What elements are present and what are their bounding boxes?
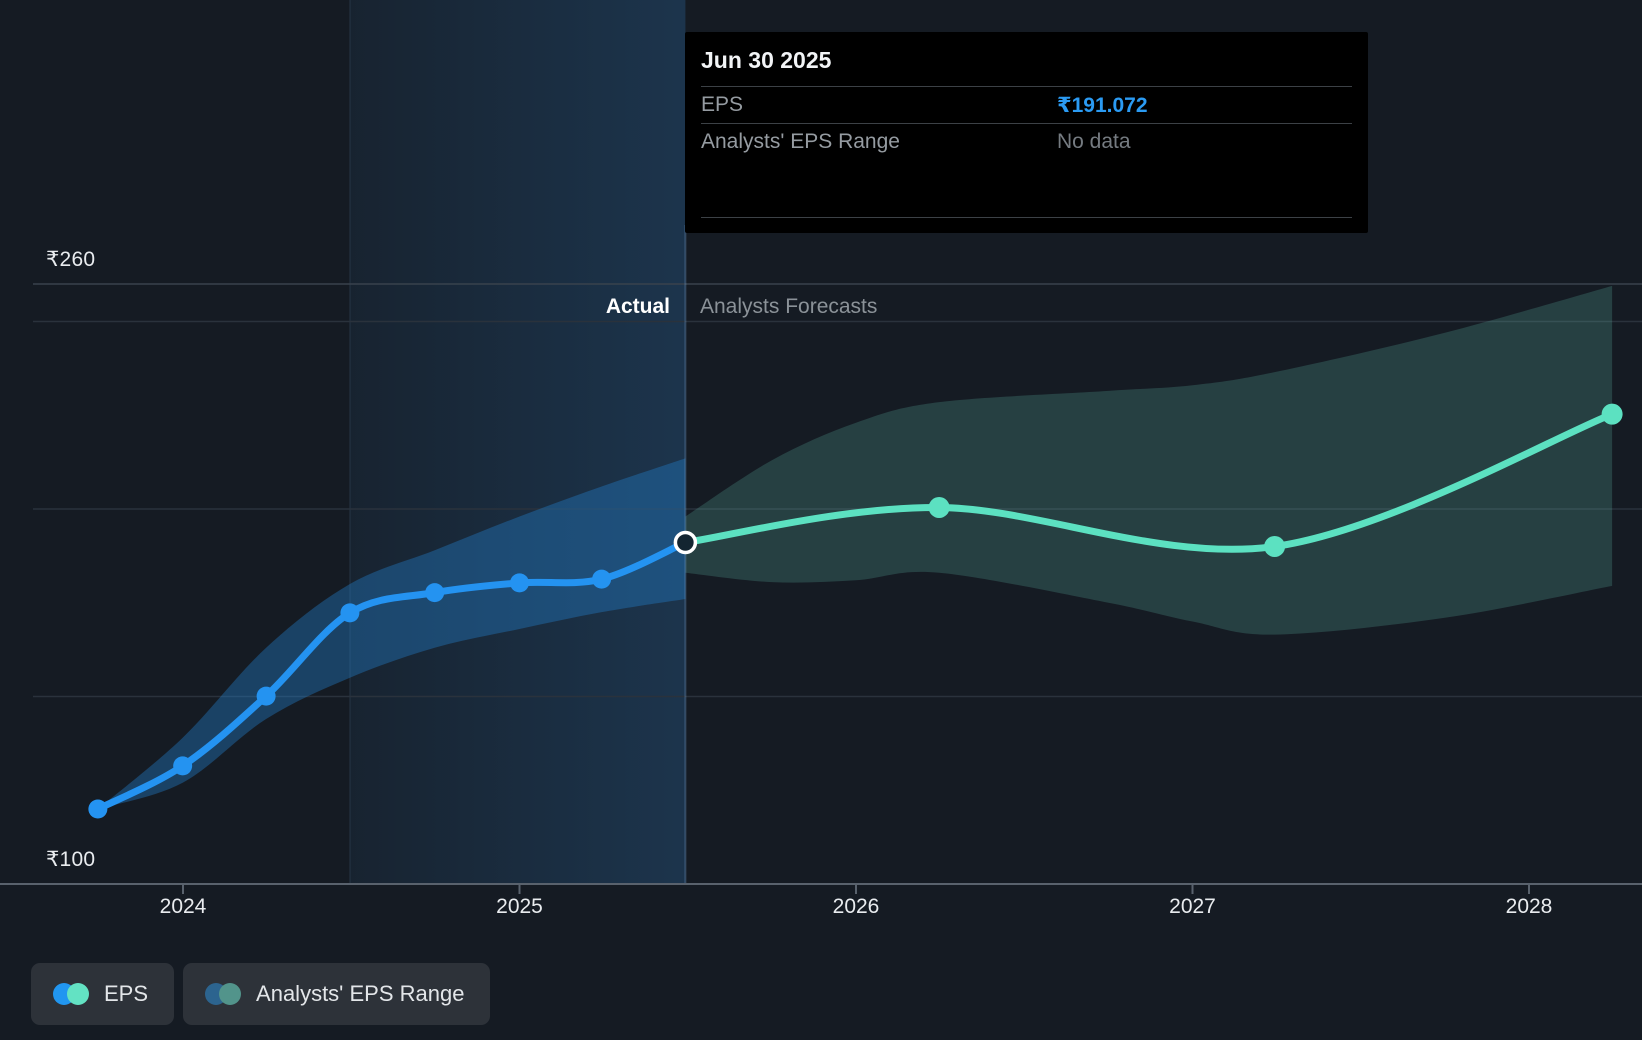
forecast-point[interactable]: [928, 497, 950, 518]
legend-item-analysts-eps-range[interactable]: Analysts' EPS Range: [183, 963, 491, 1025]
tooltip-date: Jun 30 2025: [701, 47, 832, 73]
phase-label-forecast: Analysts Forecasts: [700, 295, 878, 318]
analysts-eps-range-band: [685, 285, 1613, 635]
chart-legend: EPS Analysts' EPS Range: [31, 963, 491, 1025]
tooltip-range-label: Analysts' EPS Range: [701, 130, 900, 153]
tooltip-eps-value: ₹191.072: [1057, 93, 1148, 117]
legend-label-analysts-eps-range: Analysts' EPS Range: [256, 981, 465, 1006]
legend-item-eps[interactable]: EPS: [31, 963, 175, 1025]
eps-range-band-actual: [97, 458, 686, 809]
x-axis-label: 2024: [159, 895, 207, 918]
x-axis-label: 2026: [832, 895, 880, 918]
eps-line-actual: [94, 538, 689, 813]
eps-point[interactable]: [88, 799, 108, 819]
eps-point[interactable]: [256, 686, 276, 706]
tooltip-eps-label: EPS: [701, 93, 744, 116]
eps-line-forecast: [681, 410, 1616, 553]
tooltip-range-value: No data: [1057, 130, 1131, 153]
tooltip-row-eps: EPS ₹191.072: [685, 87, 1368, 123]
x-axis-label: 2028: [1505, 895, 1553, 918]
ttm-highlight-band: [349, 0, 686, 884]
phase-label-actual: Actual: [605, 295, 670, 318]
x-axis-label: 2027: [1169, 895, 1216, 918]
chart-tooltip: Jun 30 2025 EPS ₹191.072 Analysts' EPS R…: [685, 32, 1368, 233]
eps-legend-icon: [53, 982, 91, 1006]
tooltip-divider: [701, 217, 1352, 218]
eps-point[interactable]: [425, 583, 445, 603]
current-eps-point[interactable]: [673, 530, 698, 555]
y-axis-label-max: ₹260: [46, 248, 96, 271]
eps-point[interactable]: [592, 569, 612, 589]
eps-point[interactable]: [340, 603, 360, 623]
analysts-eps-range-legend-icon: [205, 982, 243, 1006]
tooltip-row-range: Analysts' EPS Range No data: [685, 124, 1368, 160]
x-axis-label: 2025: [496, 895, 543, 918]
tooltip-divider: [701, 86, 1352, 87]
y-axis-label-min: ₹100: [46, 848, 96, 871]
eps-point[interactable]: [510, 573, 529, 593]
forecast-point[interactable]: [1601, 403, 1623, 425]
legend-label-eps: EPS: [104, 981, 149, 1006]
eps-point[interactable]: [173, 756, 193, 776]
forecast-point[interactable]: [1264, 536, 1286, 557]
tooltip-divider: [701, 123, 1352, 124]
